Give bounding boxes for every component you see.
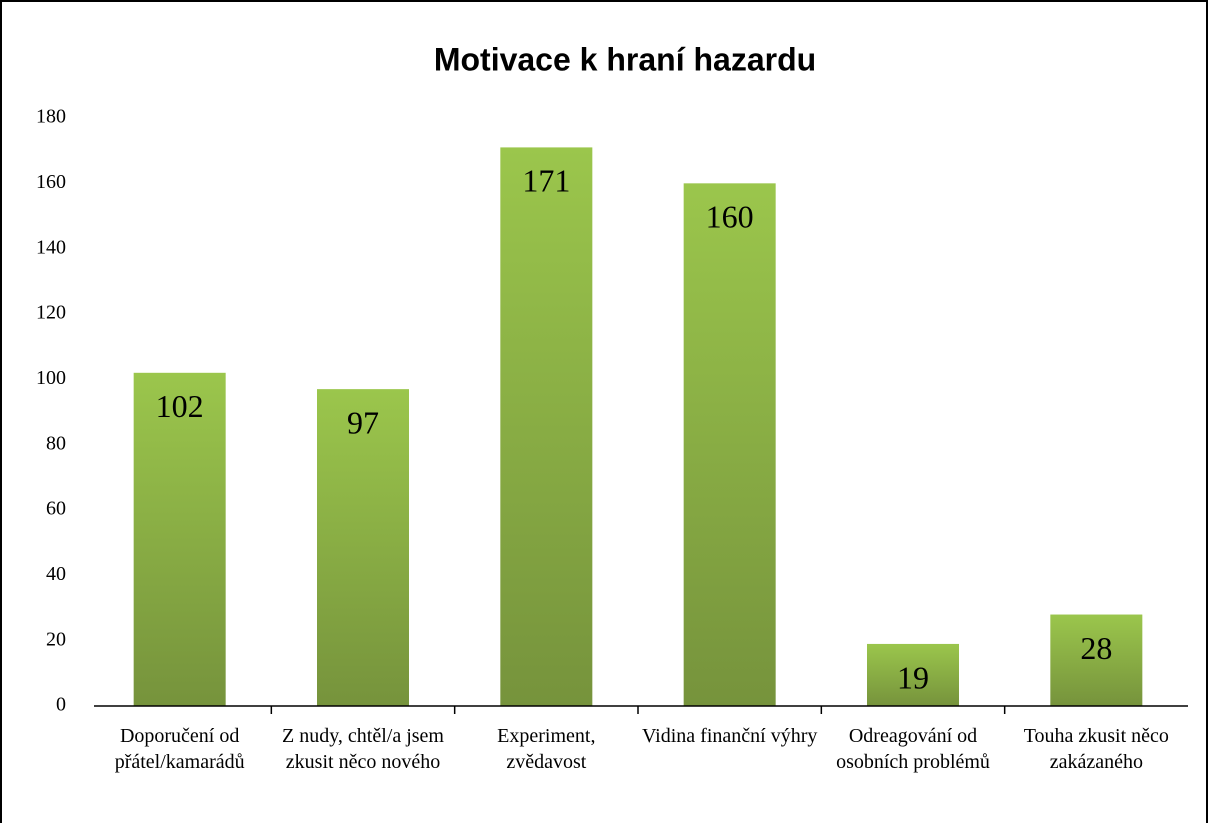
y-tick-label: 120 — [36, 302, 66, 324]
y-tick-label: 100 — [36, 367, 66, 389]
y-tick-label: 20 — [46, 628, 66, 650]
value-label: 160 — [706, 199, 754, 235]
y-tick-label: 80 — [46, 432, 66, 454]
value-label: 102 — [156, 388, 204, 424]
value-label: 97 — [347, 404, 379, 440]
y-tick-label: 40 — [46, 563, 66, 585]
x-tick-label: Touha zkusit něco zakázaného — [1023, 725, 1169, 773]
value-label: 28 — [1080, 630, 1112, 666]
y-tick-label: 60 — [46, 498, 66, 520]
x-tick-label: Vidina finanční výhry — [641, 725, 818, 747]
y-tick-label: 180 — [36, 106, 66, 128]
bar — [317, 389, 409, 706]
bar — [683, 183, 776, 707]
value-label: 171 — [522, 163, 570, 199]
x-tick-label: Experiment, zvědavost — [497, 725, 596, 773]
bar — [133, 372, 226, 706]
value-label: 19 — [897, 659, 929, 695]
x-tick-label: Doporučení od přátel/kamarádů — [114, 725, 245, 773]
chart-title: Motivace k hraní hazardu — [434, 41, 816, 77]
x-tick-label: Odreagování od osobních problémů — [836, 725, 990, 773]
y-tick-label: 0 — [56, 694, 66, 716]
bar — [500, 147, 593, 706]
y-tick-label: 160 — [36, 171, 66, 193]
y-tick-label: 140 — [36, 236, 66, 258]
bar — [867, 643, 959, 706]
bar — [1050, 614, 1143, 706]
x-tick-label: Z nudy, chtěl/a jsem zkusit něco nového — [282, 725, 444, 773]
